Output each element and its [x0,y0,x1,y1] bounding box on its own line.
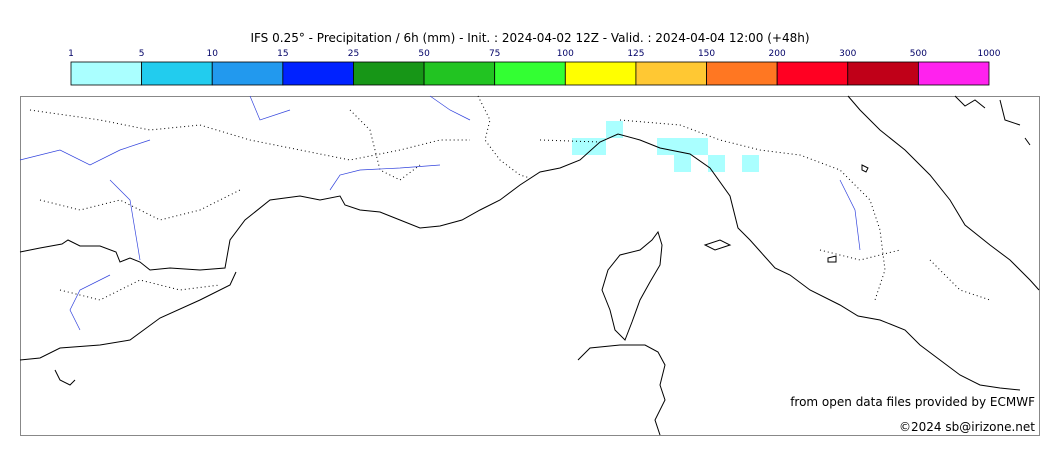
colorbar-tick-label: 1000 [978,49,1001,59]
colorbar-tick-label: 10 [207,49,219,59]
colorbar-segment [494,61,566,86]
rivers [19,95,861,331]
colorbar-segment [635,61,707,86]
precip-cells [572,121,759,172]
colorbar-tick-label: 50 [418,49,430,59]
colorbar-segment [70,61,143,86]
colorbar-segment [917,61,990,86]
colorbar-segment [706,61,778,86]
colorbar-segment [353,61,425,86]
colorbar-segment [282,61,354,86]
colorbar-segment [847,61,919,86]
colorbar-tick-label: 300 [839,49,856,59]
colorbar-tick-label: 200 [769,49,786,59]
coastlines [19,95,1040,436]
colorbar-tick-label: 25 [348,49,359,59]
colorbar-segment [776,61,849,86]
colorbar-tick-label: 125 [627,49,644,59]
colorbar-tick-label: 5 [139,49,145,59]
colorbar-tick-label: 100 [557,49,574,59]
colorbar-tick-label: 500 [910,49,927,59]
colorbar: 1 5 10 15 25 50 75 100 125 150 200 300 500 1000 [68,49,1001,86]
title: IFS 0.25° - Precipitation / 6h (mm) - In… [250,31,809,45]
colorbar-segment [564,61,637,86]
colorbar-tick-label: 1 [68,49,74,59]
credit-author: ©2024 sb@irizone.net [899,420,1035,434]
credit-source: from open data files provided by ECMWF [790,395,1035,409]
colorbar-tick-label: 150 [698,49,715,59]
colorbar-tick-label: 75 [489,49,500,59]
colorbar-tick-label: 15 [277,49,288,59]
borders [29,95,991,301]
colorbar-segment [141,61,213,86]
map-frame [20,96,1040,436]
colorbar-segment [211,61,284,86]
colorbar-segment [423,61,496,86]
